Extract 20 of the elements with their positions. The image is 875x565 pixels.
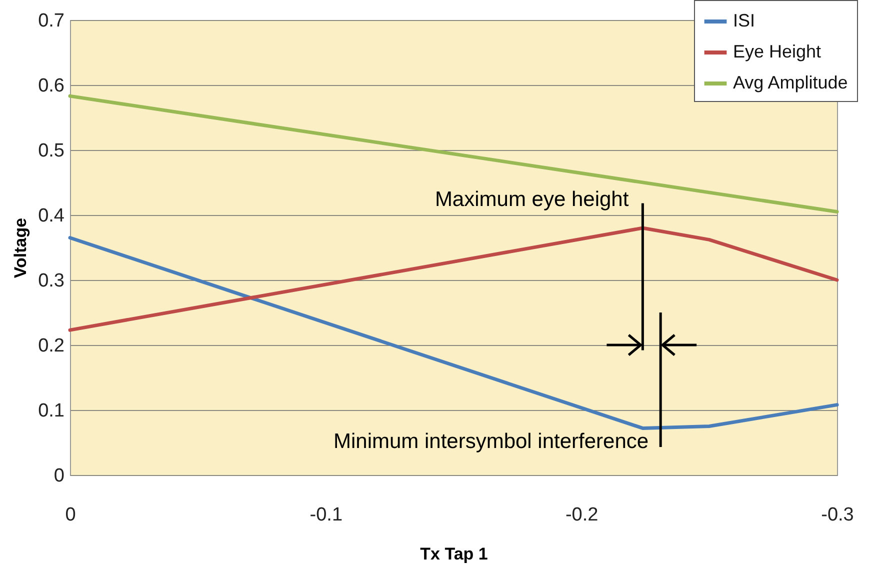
annotation: Maximum eye height xyxy=(434,188,629,211)
legend-label: Eye Height xyxy=(733,42,822,62)
annotation: Minimum intersymbol interference xyxy=(333,430,649,454)
legend-label: ISI xyxy=(733,10,756,30)
y-tick-label: 0.2 xyxy=(38,336,64,356)
y-tick-label: 0.1 xyxy=(38,400,64,422)
line-series xyxy=(68,226,839,332)
line-series xyxy=(68,236,839,430)
y-tick-label: 0.4 xyxy=(38,206,65,226)
legend-label: Avg Amplitude xyxy=(733,72,848,92)
x-tick-label: -0.2 xyxy=(565,504,598,526)
x-tick-label: -0.1 xyxy=(310,504,343,526)
y-tick-label: 0 xyxy=(54,466,64,486)
y-tick-label: 0.6 xyxy=(38,76,64,96)
y-tick-label: 0.7 xyxy=(38,10,64,32)
y-axis-title: Voltage xyxy=(11,218,30,278)
x-tick-label: -0.3 xyxy=(821,504,854,526)
x-axis-title: Tx Tap 1 xyxy=(420,544,488,564)
y-tick-label: 0.3 xyxy=(38,270,64,292)
y-tick-label: 0.5 xyxy=(38,140,64,162)
